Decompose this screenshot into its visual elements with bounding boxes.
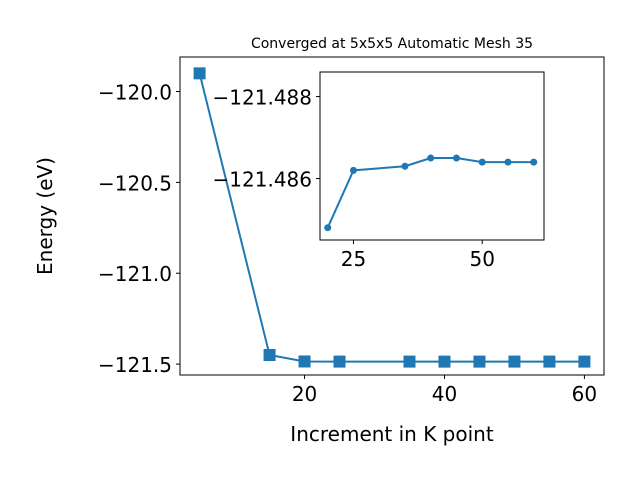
- main-y-tick-label: −121.5: [98, 353, 172, 377]
- inset-data-point: [427, 154, 435, 162]
- inset-data-point: [401, 162, 409, 170]
- main-data-point: [403, 355, 416, 368]
- main-data-point: [193, 67, 206, 80]
- y-axis-label: Energy (eV): [33, 157, 57, 275]
- inset-data-point: [349, 166, 357, 174]
- main-data-point: [473, 355, 486, 368]
- main-y-tick-label: −120.0: [98, 81, 172, 105]
- inset-y-tick-label: −121.486: [213, 168, 312, 192]
- main-data-point: [543, 355, 556, 368]
- inset-data-point: [504, 158, 512, 166]
- inset-data-point: [478, 158, 486, 166]
- main-x-tick-label: 20: [292, 382, 317, 406]
- main-data-point: [578, 355, 591, 368]
- main-data-point: [333, 355, 346, 368]
- inset-data-point: [452, 154, 460, 162]
- inset-data-point: [324, 224, 332, 232]
- main-x-tick-label: 40: [432, 382, 457, 406]
- main-data-point: [438, 355, 451, 368]
- inset-x-tick-label: 50: [469, 247, 494, 271]
- main-data-point: [508, 355, 521, 368]
- main-plot-frame: [179, 56, 605, 376]
- inset-series-line: [326, 157, 534, 229]
- inset-data-point: [530, 158, 538, 166]
- main-data-point: [298, 355, 311, 368]
- inset-x-tick-label: 25: [341, 247, 366, 271]
- main-x-tick-label: 60: [572, 382, 597, 406]
- x-axis-label: Increment in K point: [290, 422, 494, 446]
- inset-y-tick-label: −121.488: [213, 86, 312, 110]
- chart-title: Converged at 5x5x5 Automatic Mesh 35: [251, 36, 533, 52]
- main-data-point: [263, 349, 276, 362]
- main-y-tick-label: −121.0: [98, 262, 172, 286]
- main-series-line: [198, 73, 585, 363]
- main-y-tick-label: −120.5: [98, 171, 172, 195]
